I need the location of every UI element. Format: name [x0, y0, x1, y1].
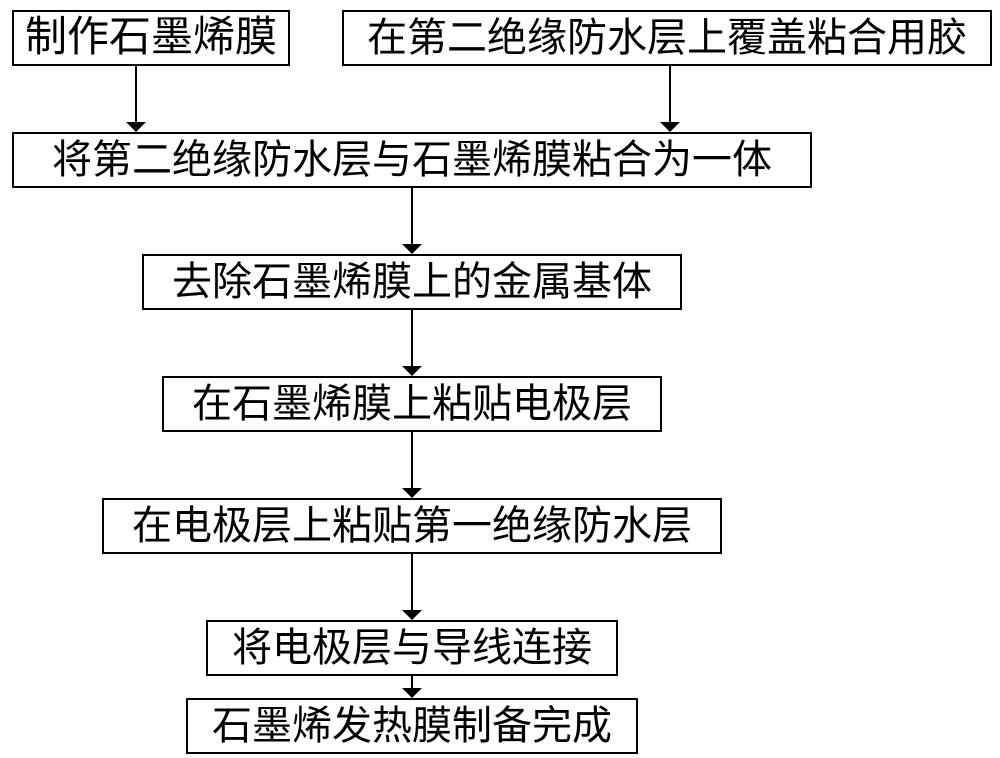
flow-node-n2: 在第二绝缘防水层上覆盖粘合用胶 [342, 10, 992, 66]
flow-node-n7: 将电极层与导线连接 [206, 620, 618, 676]
flow-node-n8: 石墨烯发热膜制备完成 [186, 698, 638, 754]
flow-edge-n3-n4 [411, 188, 413, 244]
flow-edge-n5-n6 [411, 432, 413, 488]
flow-node-n1: 制作石墨烯膜 [12, 10, 290, 66]
flow-edge-n7-n8 [411, 676, 413, 688]
flow-arrowhead-n3-n4 [402, 244, 422, 254]
flow-edge-n2-n3 [669, 66, 671, 122]
flow-arrowhead-n5-n6 [402, 488, 422, 498]
flow-edge-n4-n5 [411, 310, 413, 366]
flow-node-n5: 在石墨烯膜上粘贴电极层 [162, 376, 662, 432]
flow-edge-n6-n7 [411, 554, 413, 610]
flow-arrowhead-n1-n3 [126, 122, 146, 132]
flow-arrowhead-n7-n8 [402, 688, 422, 698]
flow-node-n3: 将第二绝缘防水层与石墨烯膜粘合为一体 [12, 132, 812, 188]
flow-arrowhead-n4-n5 [402, 366, 422, 376]
flow-edge-n1-n3 [135, 66, 137, 122]
flow-node-n6: 在电极层上粘贴第一绝缘防水层 [102, 498, 722, 554]
flow-arrowhead-n2-n3 [660, 122, 680, 132]
flow-arrowhead-n6-n7 [402, 610, 422, 620]
flow-node-n4: 去除石墨烯膜上的金属基体 [142, 254, 682, 310]
